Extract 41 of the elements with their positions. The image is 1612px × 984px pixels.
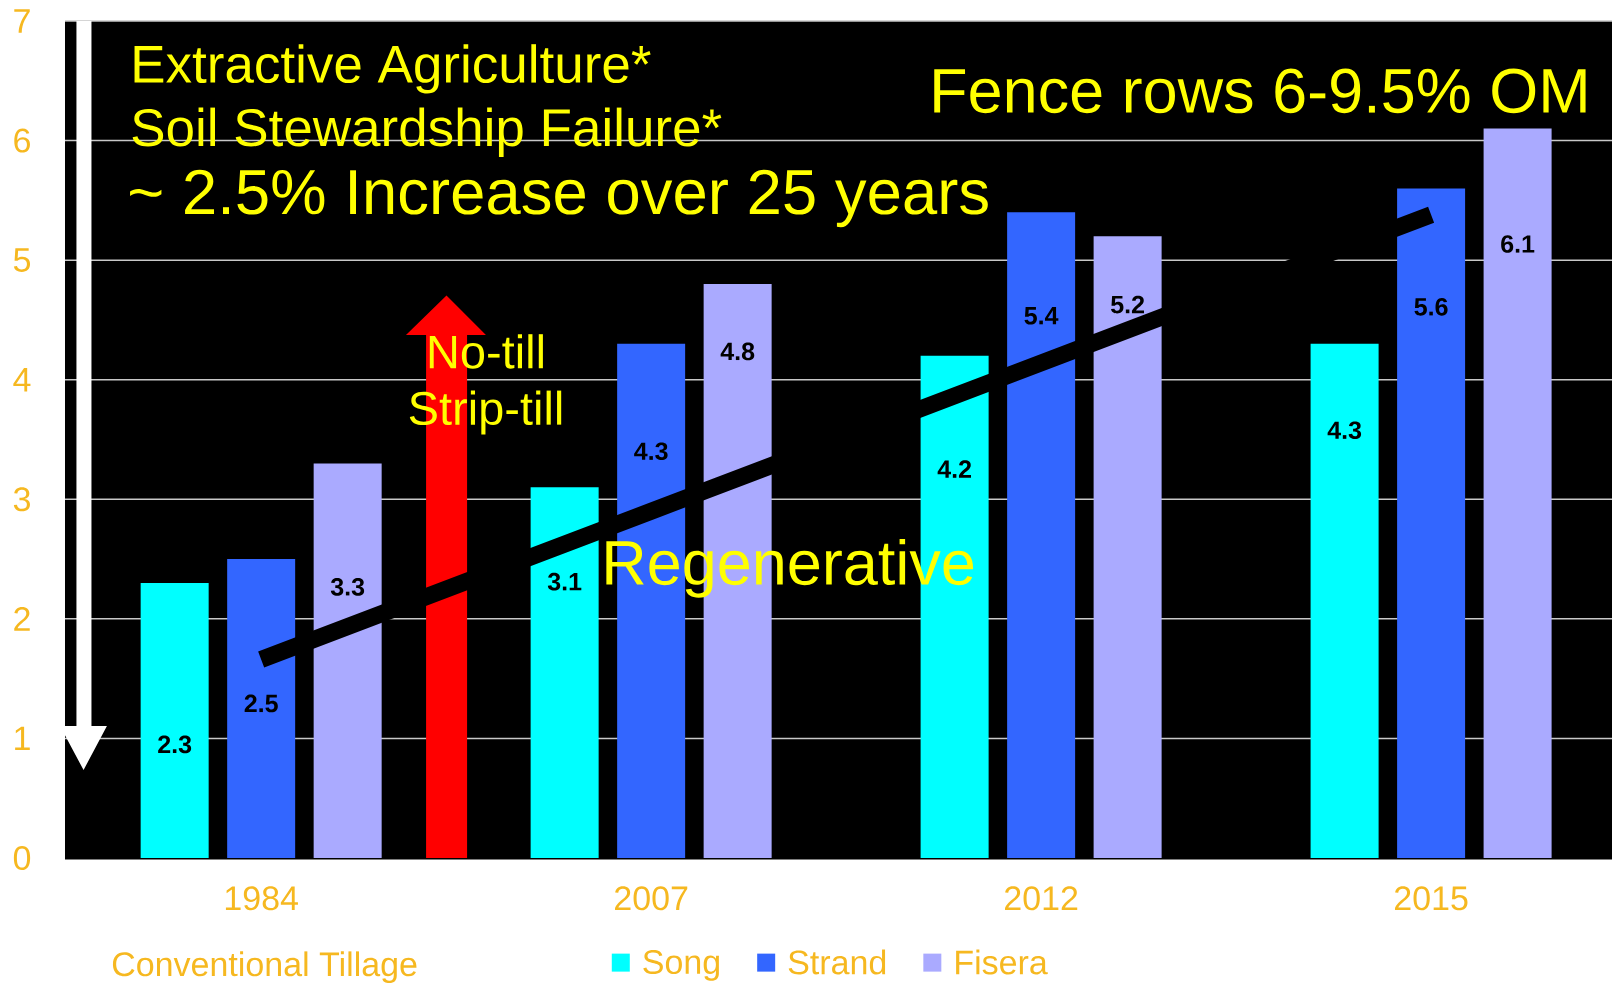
- y-tick-label: 0: [13, 845, 31, 871]
- y-tick-label: 1: [15, 726, 30, 751]
- data-label: 5.4: [1024, 307, 1059, 325]
- bar: [1093, 236, 1162, 858]
- y-tick-label: 4: [13, 368, 31, 392]
- data-label: 3.3: [330, 577, 365, 596]
- x-tick-label: 2012: [1005, 886, 1078, 911]
- annotation: Extractive Agriculture*: [134, 44, 651, 94]
- y-tick-label: 6: [14, 128, 30, 153]
- data-label: 2.5: [244, 694, 278, 713]
- bar: [1483, 128, 1552, 858]
- data-label: 4.8: [720, 342, 755, 361]
- y-tick-label: 7: [14, 9, 30, 33]
- annotation: Fence rows 6-9.5% OM: [934, 68, 1586, 114]
- y-tick-label: 3: [13, 487, 30, 512]
- data-label: 6.1: [1501, 235, 1535, 253]
- text: Conventional Tillage: [112, 951, 417, 984]
- data-label: 3.1: [547, 572, 582, 591]
- annotation: Regenerative: [606, 538, 974, 598]
- bar: [530, 487, 599, 858]
- data-label: 2.3: [158, 735, 192, 754]
- bar: [140, 582, 209, 858]
- legend-label: Song: [643, 950, 719, 981]
- legend-label: Strand: [788, 949, 886, 975]
- x-tick-label: 2007: [615, 886, 688, 911]
- data-label: 4.2: [937, 460, 971, 478]
- x-tick-label: 1984: [225, 886, 298, 911]
- data-label: 4.3: [1327, 421, 1362, 440]
- bar: [1007, 212, 1076, 858]
- data-label: 5.6: [1414, 297, 1448, 316]
- annotation: ~ 2.5% Increase over 25 years: [130, 169, 988, 228]
- bar: [1310, 343, 1379, 858]
- y-tick-label: 5: [13, 248, 31, 272]
- data-label: 5.2: [1111, 295, 1144, 314]
- bar: [1397, 188, 1466, 858]
- x-tick-label: 2015: [1394, 886, 1468, 911]
- legend-label: Fisera: [956, 949, 1048, 975]
- bar: [227, 559, 296, 858]
- y-tick-label: 2: [14, 606, 30, 631]
- data-label: 4.3: [634, 442, 668, 461]
- bar: [313, 463, 382, 858]
